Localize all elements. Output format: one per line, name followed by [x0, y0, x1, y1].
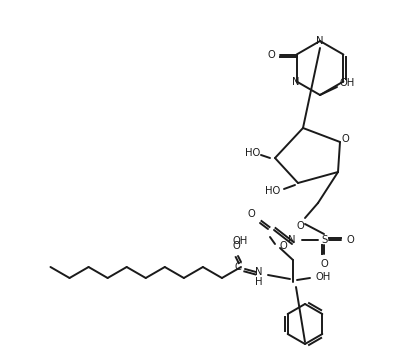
- Text: OH: OH: [315, 272, 331, 282]
- Text: HO: HO: [245, 148, 261, 158]
- Text: O: O: [320, 259, 328, 269]
- Text: O: O: [296, 221, 304, 231]
- Text: O: O: [247, 209, 255, 219]
- Text: O: O: [268, 49, 275, 59]
- Text: OH: OH: [233, 236, 248, 246]
- Text: C: C: [235, 262, 241, 272]
- Text: OH: OH: [340, 78, 355, 88]
- Text: O: O: [341, 134, 349, 144]
- Text: O: O: [232, 241, 240, 251]
- Text: HO: HO: [265, 186, 280, 196]
- Text: O: O: [346, 235, 354, 245]
- Text: N: N: [316, 36, 324, 46]
- Text: N: N: [292, 77, 299, 87]
- Text: S: S: [321, 235, 327, 245]
- Text: N: N: [255, 267, 263, 277]
- Text: O: O: [279, 241, 287, 251]
- Text: N: N: [288, 235, 296, 245]
- Text: H: H: [255, 277, 263, 287]
